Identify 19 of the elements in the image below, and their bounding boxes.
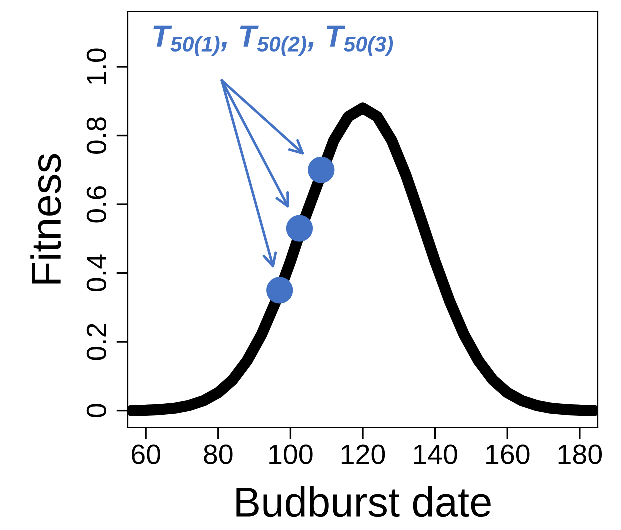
point [266, 277, 294, 304]
y-tick-label: 1.0 [86, 48, 107, 84]
x-tick-label: 180 [558, 444, 602, 464]
annotation: T$_{50(1)}$, T$_{50(2)}$, T$_{50(3)}$ [154, 26, 394, 56]
x-tick-label: 160 [486, 444, 530, 464]
y-tick-label: 0.6 [86, 186, 107, 223]
x-axis-title: Budburst date [236, 486, 491, 518]
x-tick-label: 100 [270, 444, 313, 464]
y-axis-title: Fitness [30, 154, 62, 284]
y-tick-label: 0.4 [86, 254, 107, 292]
x-tick-label: 80 [204, 444, 233, 464]
x-tick-label: 140 [414, 444, 458, 464]
point [308, 156, 335, 184]
y-tick-label: 0.8 [86, 118, 107, 154]
y-tick-label: 0.2 [86, 324, 107, 360]
x-tick-label: 60 [132, 444, 160, 464]
x-tick-label: 120 [342, 444, 386, 464]
y-tick-label: 0 [86, 404, 107, 418]
point [286, 215, 314, 242]
